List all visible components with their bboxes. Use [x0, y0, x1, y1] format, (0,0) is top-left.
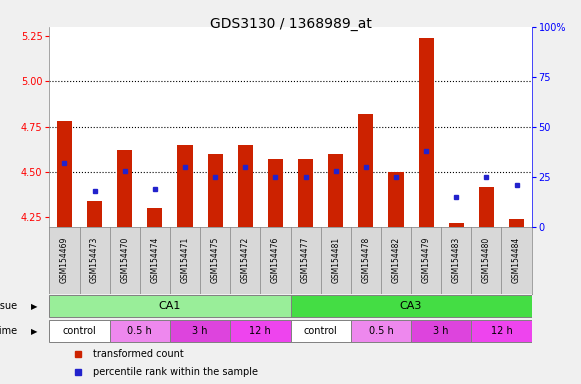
- Text: GSM154484: GSM154484: [512, 237, 521, 283]
- Text: transformed count: transformed count: [93, 349, 184, 359]
- Bar: [268, 159, 283, 227]
- Bar: [389, 172, 404, 227]
- Text: 12 h: 12 h: [490, 326, 512, 336]
- Bar: [509, 219, 524, 227]
- Bar: [449, 223, 464, 227]
- Bar: [170, 320, 230, 343]
- Text: GSM154470: GSM154470: [120, 237, 129, 283]
- Bar: [49, 320, 110, 343]
- Bar: [418, 38, 433, 227]
- Text: percentile rank within the sample: percentile rank within the sample: [93, 367, 258, 377]
- Text: GSM154476: GSM154476: [271, 237, 280, 283]
- Text: control: control: [304, 326, 338, 336]
- Bar: [148, 209, 163, 227]
- Bar: [87, 201, 102, 227]
- Text: CA1: CA1: [159, 301, 181, 311]
- Text: 3 h: 3 h: [192, 326, 208, 336]
- Bar: [290, 295, 532, 318]
- Bar: [351, 320, 411, 343]
- Bar: [117, 150, 132, 227]
- Text: control: control: [63, 326, 96, 336]
- Bar: [411, 320, 471, 343]
- Text: GSM154480: GSM154480: [482, 237, 491, 283]
- Text: 0.5 h: 0.5 h: [368, 326, 393, 336]
- Bar: [290, 320, 351, 343]
- Bar: [230, 320, 290, 343]
- Text: ▶: ▶: [31, 302, 37, 311]
- Text: time: time: [0, 326, 18, 336]
- Text: GSM154482: GSM154482: [392, 237, 400, 283]
- Text: GSM154479: GSM154479: [422, 237, 431, 283]
- Bar: [298, 159, 313, 227]
- Text: CA3: CA3: [400, 301, 422, 311]
- Text: ▶: ▶: [31, 327, 37, 336]
- Text: GSM154472: GSM154472: [241, 237, 250, 283]
- Bar: [479, 187, 494, 227]
- Bar: [110, 320, 170, 343]
- Text: GSM154469: GSM154469: [60, 237, 69, 283]
- Text: 3 h: 3 h: [433, 326, 449, 336]
- Text: 0.5 h: 0.5 h: [127, 326, 152, 336]
- Text: GSM154481: GSM154481: [331, 237, 340, 283]
- Bar: [49, 295, 290, 318]
- Text: GSM154475: GSM154475: [211, 237, 220, 283]
- Bar: [207, 154, 223, 227]
- Bar: [358, 114, 374, 227]
- Text: GSM154474: GSM154474: [150, 237, 159, 283]
- Bar: [57, 121, 72, 227]
- Text: GSM154471: GSM154471: [181, 237, 189, 283]
- Text: tissue: tissue: [0, 301, 18, 311]
- Bar: [471, 320, 532, 343]
- Text: 12 h: 12 h: [249, 326, 271, 336]
- Text: GDS3130 / 1368989_at: GDS3130 / 1368989_at: [210, 17, 371, 31]
- Text: GSM154477: GSM154477: [301, 237, 310, 283]
- Text: GSM154473: GSM154473: [90, 237, 99, 283]
- Bar: [238, 145, 253, 227]
- Text: GSM154483: GSM154483: [452, 237, 461, 283]
- Text: GSM154478: GSM154478: [361, 237, 370, 283]
- Bar: [177, 145, 192, 227]
- Bar: [328, 154, 343, 227]
